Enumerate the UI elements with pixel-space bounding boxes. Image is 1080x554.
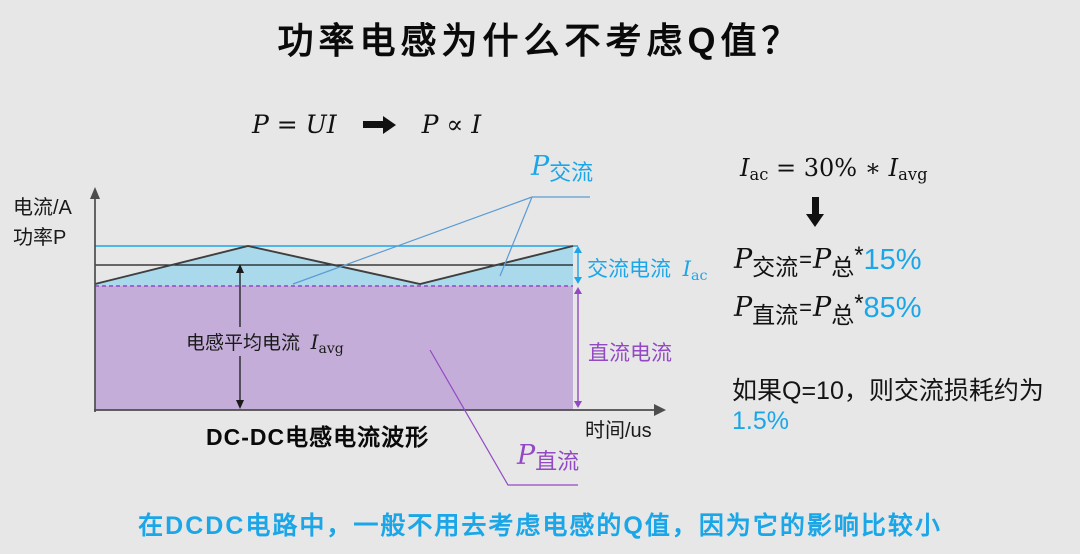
pac-sym2: P bbox=[813, 244, 832, 275]
formula-lhs: P = UI bbox=[252, 110, 337, 139]
avg-current-label: 电感平均电流 Iavg bbox=[181, 327, 349, 357]
formula-rhs: P ∝ I bbox=[421, 110, 482, 139]
pac-sub2: 总 bbox=[831, 254, 855, 280]
power-formula: P = UI P ∝ I bbox=[252, 110, 481, 139]
ac-current-label: 交流电流 Iac bbox=[587, 253, 708, 284]
right-arrow-icon bbox=[362, 115, 396, 134]
iac-mid: = 30% ∗ bbox=[768, 154, 889, 182]
pac-eq: = bbox=[799, 247, 813, 272]
p-dc-equation: P 直流 = P 总 * 85% bbox=[734, 290, 922, 327]
iac-sub1: ac bbox=[749, 165, 769, 185]
ac-current-text: 交流电流 bbox=[587, 258, 671, 281]
x-axis-label-time: 时间/us bbox=[585, 420, 652, 442]
inductor-current-waveform bbox=[94, 245, 574, 285]
chart-caption: DC-DC电感电流波形 bbox=[206, 424, 430, 450]
dc-current-label: 直流电流 bbox=[588, 342, 672, 365]
y-axis-label-power: 功率P bbox=[13, 227, 67, 249]
p-dc-symbol: P bbox=[517, 440, 536, 471]
pac-sub: 交流 bbox=[752, 254, 799, 280]
iac-sym2: I bbox=[888, 154, 899, 182]
avg-current-text: 电感平均电流 bbox=[186, 333, 301, 354]
q-conclusion-value: 1.5% bbox=[732, 407, 789, 435]
p-ac-symbol: P bbox=[531, 151, 550, 182]
inductor-current-chart bbox=[90, 187, 666, 486]
iac-sym1: I bbox=[740, 154, 750, 182]
pdc-sym2: P bbox=[813, 292, 832, 323]
avg-current-subscript: avg bbox=[318, 340, 344, 357]
p-ac-subscript: 交流 bbox=[549, 160, 594, 185]
ac-current-subscript: ac bbox=[690, 267, 708, 284]
pdc-op: * bbox=[854, 290, 864, 317]
iac-formula: Iac = 30% ∗ Iavg bbox=[740, 154, 928, 185]
pac-op: * bbox=[854, 242, 864, 269]
dc-current-measure-arrow bbox=[574, 287, 582, 408]
footer-note: 在DCDC电路中，一般不用去考虑电感的Q值，因为它的影响比较小 bbox=[138, 512, 942, 540]
pdc-eq: = bbox=[799, 295, 813, 320]
avg-current-symbol: I bbox=[310, 330, 319, 354]
q-conclusion-text: 如果Q=10，则交流损耗约为 bbox=[732, 377, 1044, 405]
pac-value: 15% bbox=[863, 244, 922, 276]
q-conclusion: 如果Q=10，则交流损耗约为1.5% bbox=[732, 371, 1080, 436]
y-axis-arrow-icon bbox=[90, 187, 100, 199]
ac-current-measure-arrow bbox=[574, 246, 582, 284]
p-ac-callout-lines bbox=[292, 196, 590, 285]
pdc-sym: P bbox=[734, 292, 753, 323]
p-ac-label: P 交流 bbox=[531, 151, 593, 184]
p-dc-label: P 直流 bbox=[517, 440, 579, 473]
y-axis-label-current: 电流/A bbox=[13, 197, 72, 219]
page-title: 功率电感为什么不考虑Q值？ bbox=[277, 20, 803, 61]
p-dc-callout-lines bbox=[429, 349, 578, 486]
iac-sub2: avg bbox=[898, 165, 928, 185]
pdc-value: 85% bbox=[863, 292, 922, 324]
down-arrow-icon bbox=[806, 197, 824, 227]
p-ac-equation: P 交流 = P 总 * 15% bbox=[734, 242, 922, 279]
pdc-sub2: 总 bbox=[831, 302, 855, 328]
pac-sym: P bbox=[734, 244, 753, 275]
ac-current-symbol: I bbox=[682, 257, 691, 281]
pdc-sub: 直流 bbox=[752, 302, 799, 328]
x-axis-arrow-icon bbox=[654, 404, 666, 416]
p-dc-subscript: 直流 bbox=[535, 449, 580, 474]
